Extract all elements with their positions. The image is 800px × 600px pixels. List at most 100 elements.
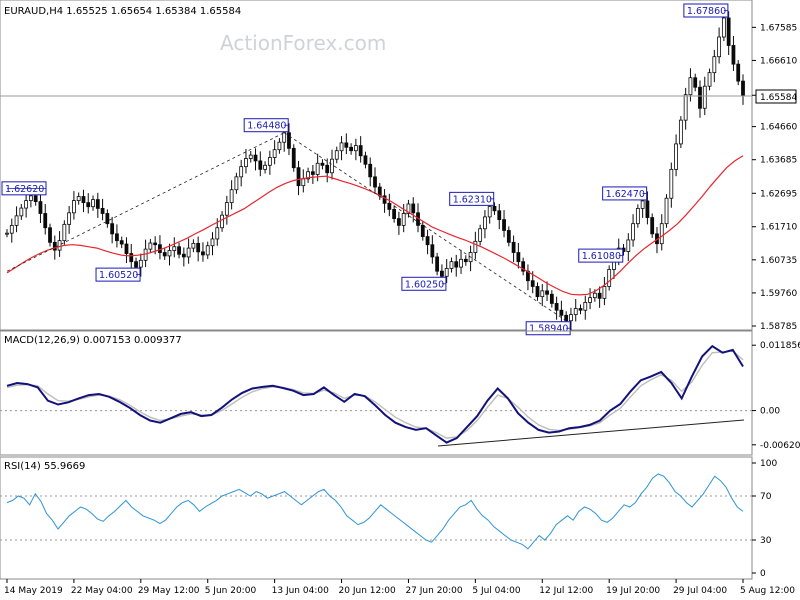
candle-body <box>162 252 167 257</box>
candle-body <box>124 243 129 254</box>
candle-body <box>296 167 301 187</box>
candle-body <box>559 309 564 316</box>
candle-body <box>153 242 158 246</box>
candle-body <box>502 219 506 231</box>
candle-body <box>263 164 267 170</box>
price-tick-label: 1.58785 <box>760 322 797 332</box>
price-tick-label: 1.59760 <box>760 289 797 299</box>
macd-axis: 0.011856 0.00 -0.006206 <box>752 341 800 451</box>
price-candles <box>5 11 745 331</box>
annotation-box <box>95 267 141 282</box>
candle-body <box>9 224 14 234</box>
candle-body <box>248 154 253 159</box>
candle-body <box>459 258 463 268</box>
candle-body <box>282 132 287 143</box>
candle-body <box>607 269 612 287</box>
time-axis: 14 May 2019 22 May 04:00 29 May 12:00 5 Jun… <box>4 579 795 596</box>
candle-body <box>24 200 29 209</box>
candle-body <box>597 292 602 299</box>
candle-body <box>659 223 664 245</box>
candle-body <box>19 207 24 217</box>
annotation-label: 1.62470 <box>606 189 645 200</box>
rsi-axis: 100 70 30 0 <box>752 459 777 579</box>
annotation-label: 1.62620 <box>5 184 44 195</box>
macd-title: MACD(12,26,9) 0.007153 0.009377 <box>4 335 182 346</box>
candle-body <box>368 163 373 178</box>
candle-body <box>215 227 220 240</box>
candle-body <box>483 216 487 230</box>
rsi-tick-label: 100 <box>760 459 777 469</box>
candle-body <box>62 223 67 242</box>
candle-body <box>229 189 234 204</box>
candle-body <box>76 196 81 201</box>
candle-body <box>57 240 62 251</box>
candle-body <box>134 261 138 268</box>
candle-body <box>650 217 655 235</box>
trend-lines <box>6 132 567 322</box>
candle-body <box>258 160 263 170</box>
candle-body <box>440 270 444 277</box>
candle-body <box>521 261 526 272</box>
time-tick-label: 27 Jun 20:00 <box>405 586 462 596</box>
candle-body <box>736 63 741 82</box>
candle-body <box>358 145 363 157</box>
price-tick-label: 1.64660 <box>760 123 797 133</box>
candle-body <box>578 308 583 311</box>
candle-body <box>683 94 688 121</box>
candle-body <box>148 242 153 250</box>
candle-body <box>674 143 678 170</box>
candle-body <box>449 261 454 269</box>
candle-body <box>492 205 497 212</box>
candle-body <box>478 228 483 242</box>
candle-body <box>201 251 205 256</box>
candle-body <box>583 302 588 311</box>
candle-body <box>487 205 492 218</box>
macd-line <box>6 344 744 444</box>
rsi-tick-label: 0 <box>760 569 766 579</box>
candle-body <box>334 150 339 160</box>
candle-body <box>72 200 76 214</box>
candle-body <box>516 252 521 263</box>
candle-body <box>301 178 306 187</box>
candle-body <box>325 164 330 174</box>
candle-body <box>205 245 210 256</box>
candle-body <box>573 308 578 316</box>
candle-body <box>387 202 392 210</box>
candle-body <box>28 195 33 201</box>
candle-body <box>631 223 635 241</box>
candle-body <box>158 244 162 253</box>
rsi-tick-label: 30 <box>760 536 772 546</box>
candle-body <box>306 171 310 180</box>
candle-body <box>33 195 38 203</box>
annotation-label: 1.60520 <box>99 270 138 281</box>
candle-body <box>535 286 540 298</box>
candle-body <box>277 141 282 151</box>
candle-body <box>253 154 258 162</box>
candle-body <box>220 214 224 229</box>
price-annotations: 1.62620 1.64480 1.60520 1.60250 1.62310 1.589… <box>1 3 729 336</box>
candle-body <box>119 240 124 245</box>
candle-body <box>86 202 91 208</box>
price-tick-label: 1.66610 <box>760 56 797 66</box>
candle-body <box>129 253 134 263</box>
candle-body <box>569 314 573 322</box>
candle-body <box>463 258 468 263</box>
time-tick-label: 14 May 2019 <box>4 586 63 596</box>
candle-body <box>81 196 86 204</box>
time-tick-label: 20 Jun 12:00 <box>339 586 396 596</box>
candle-body <box>310 171 315 175</box>
candle-body <box>315 162 320 175</box>
current-price-label: 1.65584 <box>760 93 797 103</box>
candle-body <box>588 297 592 303</box>
candle-body <box>678 119 683 145</box>
candle-body <box>43 213 48 229</box>
candle-body <box>688 77 693 96</box>
candle-body <box>406 203 411 214</box>
candle-body <box>592 292 597 299</box>
candle-body <box>444 268 449 277</box>
price-tick-label: 1.63685 <box>760 156 797 166</box>
candle-body <box>392 209 397 219</box>
time-tick-label: 5 Jun 20:00 <box>205 586 257 596</box>
candle-body <box>181 253 186 258</box>
